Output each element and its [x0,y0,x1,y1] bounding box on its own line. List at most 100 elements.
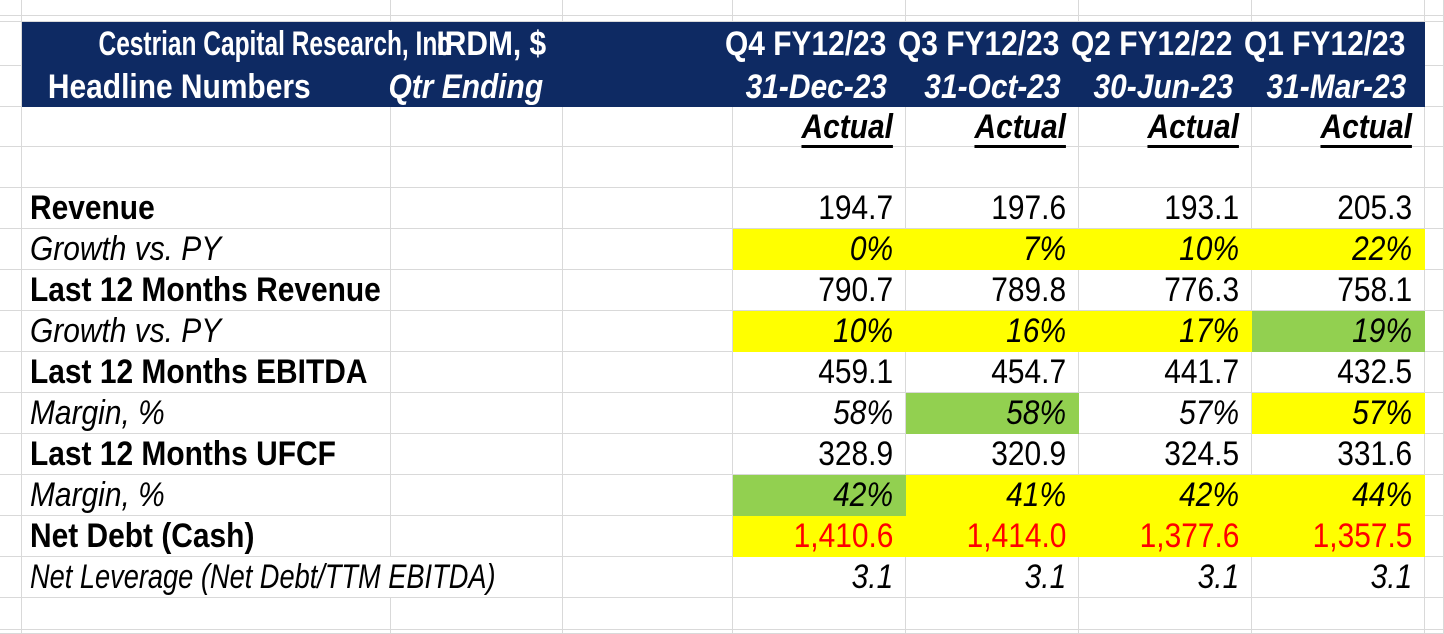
cell-ltm-ebitda-q2[interactable]: 441.7 [1079,352,1252,393]
cell-ltm-revenue-q3[interactable]: 789.8 [906,270,1079,311]
empty-cell [1425,66,1444,107]
empty-cell [0,147,22,188]
row-label-cell-ebitda-margin[interactable]: Margin, % [22,393,391,434]
cell-ltm-revenue-growth-q3[interactable]: 16% [906,311,1079,352]
row-label-cell-ufcf-margin[interactable]: Margin, % [22,475,391,516]
cell-revenue-growth-q1[interactable]: 22% [1252,229,1425,270]
header-row-dates: Headline Numbers Qtr Ending 31-Dec-23 31-… [22,66,1425,107]
empty-cell [563,393,733,434]
cell-ebitda-margin-q2[interactable]: 57% [1079,393,1252,434]
cell-ltm-ebitda-q1[interactable]: 432.5 [1252,352,1425,393]
scenario-cell-q4[interactable]: Actual [733,107,906,147]
empty-cell [1425,229,1444,270]
value-ltm-ufcf-q4: 328.9 [818,435,893,473]
empty-cell [391,434,563,475]
cell-ltm-revenue-growth-q2[interactable]: 17% [1079,311,1252,352]
cell-ufcf-margin-q4[interactable]: 42% [733,475,906,516]
cell-ufcf-margin-q1[interactable]: 44% [1252,475,1425,516]
empty-cell [1425,270,1444,311]
row-label-cell-ltm-revenue-growth[interactable]: Growth vs. PY [22,311,391,352]
cell-ltm-ufcf-q1[interactable]: 331.6 [1252,434,1425,475]
cell-ltm-ebitda-q4[interactable]: 459.1 [733,352,906,393]
cell-revenue-q4[interactable]: 194.7 [733,188,906,229]
cell-net-debt-q4[interactable]: 1,410.6 [733,516,906,557]
empty-cell [733,630,906,634]
empty-cell [391,107,563,147]
row-label-cell-revenue[interactable]: Revenue [22,188,391,229]
quarter-date-cell-q2[interactable]: 30-Jun-23 [1079,66,1252,107]
cell-revenue-q2[interactable]: 193.1 [1079,188,1252,229]
empty-cell [1079,598,1252,630]
empty-cell [391,229,563,270]
cell-ltm-ufcf-q4[interactable]: 328.9 [733,434,906,475]
header-row-quarters: Cestrian Capital Research, Inc IRDM, $ Q… [22,22,1425,66]
cell-revenue-growth-q4[interactable]: 0% [733,229,906,270]
row-label-cell-net-debt[interactable]: Net Debt (Cash) [22,516,391,557]
quarter-date-cell-q3[interactable]: 31-Oct-23 [906,66,1079,107]
empty-cell [22,16,391,22]
empty-cell [1425,147,1444,188]
cell-net-debt-q2[interactable]: 1,377.6 [1079,516,1252,557]
cell-ltm-ebitda-q3[interactable]: 454.7 [906,352,1079,393]
company-name-cell[interactable]: Cestrian Capital Research, Inc [22,22,451,66]
cell-net-debt-q1[interactable]: 1,357.5 [1252,516,1425,557]
quarter-date-cell-q1[interactable]: 31-Mar-23 [1252,66,1425,107]
row-label-cell-revenue-growth[interactable]: Growth vs. PY [22,229,391,270]
value-ltm-ebitda-q1: 432.5 [1337,353,1412,391]
cell-ebitda-margin-q1[interactable]: 57% [1252,393,1425,434]
cell-ufcf-margin-q2[interactable]: 42% [1079,475,1252,516]
empty-cell [391,475,563,516]
empty-cell [0,66,22,107]
cell-net-leverage-q4[interactable]: 3.1 [733,557,906,598]
quarter-header-q1[interactable]: Q1 FY12/23 [1244,22,1425,66]
cell-net-leverage-q3[interactable]: 3.1 [906,557,1079,598]
row-label-cell-ltm-revenue[interactable]: Last 12 Months Revenue [22,270,391,311]
row-label-cell-ltm-ebitda[interactable]: Last 12 Months EBITDA [22,352,391,393]
cell-net-leverage-q1[interactable]: 3.1 [1252,557,1425,598]
empty-cell [733,0,906,16]
quarter-date-cell-q4[interactable]: 31-Dec-23 [733,66,906,107]
qtr-ending-cell[interactable]: Qtr Ending [389,66,563,107]
scenario-cell-q3[interactable]: Actual [906,107,1079,147]
empty-cell [1079,147,1252,188]
cell-ltm-ufcf-q3[interactable]: 320.9 [906,434,1079,475]
quarter-header-q2[interactable]: Q2 FY12/22 [1071,22,1252,66]
cell-ebitda-margin-q4[interactable]: 58% [733,393,906,434]
quarter-header-q4[interactable]: Q4 FY12/23 [725,22,906,66]
empty-cell [1252,0,1425,16]
cell-revenue-q1[interactable]: 205.3 [1252,188,1425,229]
cell-net-leverage-q2[interactable]: 3.1 [1079,557,1252,598]
quarter-header-q3[interactable]: Q3 FY12/23 [898,22,1079,66]
scenario-cell-q2[interactable]: Actual [1079,107,1252,147]
empty-cell [906,598,1079,630]
cell-ltm-ufcf-q2[interactable]: 324.5 [1079,434,1252,475]
empty-cell [0,557,22,598]
value-revenue-q4: 194.7 [818,189,893,227]
empty-cell [1425,188,1444,229]
row-label-cell-ltm-ufcf[interactable]: Last 12 Months UFCF [22,434,391,475]
cell-ltm-revenue-growth-q1[interactable]: 19% [1252,311,1425,352]
row-label-ltm-revenue: Last 12 Months Revenue [30,271,381,309]
cell-ebitda-margin-q3[interactable]: 58% [906,393,1079,434]
quarter-date-q3: 31-Oct-23 [924,67,1061,106]
empty-cell [22,598,391,630]
empty-cell [1425,557,1444,598]
empty-cell [22,107,391,147]
empty-cell [906,147,1079,188]
empty-cell [1425,630,1444,634]
cell-ltm-revenue-q1[interactable]: 758.1 [1252,270,1425,311]
cell-ltm-revenue-q2[interactable]: 776.3 [1079,270,1252,311]
cell-revenue-growth-q2[interactable]: 10% [1079,229,1252,270]
cell-revenue-q3[interactable]: 197.6 [906,188,1079,229]
cell-net-debt-q3[interactable]: 1,414.0 [906,516,1079,557]
cell-ufcf-margin-q3[interactable]: 41% [906,475,1079,516]
empty-cell [0,188,22,229]
report-title-cell[interactable]: Headline Numbers [22,66,391,107]
cell-ltm-revenue-q4[interactable]: 790.7 [733,270,906,311]
empty-cell [391,393,563,434]
cell-revenue-growth-q3[interactable]: 7% [906,229,1079,270]
scenario-cell-q1[interactable]: Actual [1252,107,1425,147]
ticker-cell[interactable]: IRDM, $ [391,22,563,66]
cell-ltm-revenue-growth-q4[interactable]: 10% [733,311,906,352]
row-label-cell-net-leverage[interactable]: Net Leverage (Net Debt/TTM EBITDA) [22,557,563,598]
